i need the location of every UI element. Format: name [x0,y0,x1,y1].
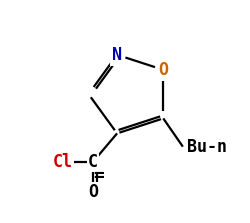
Text: C: C [88,153,98,171]
Text: O: O [88,183,98,201]
Text: N: N [112,46,122,64]
Text: =: = [93,167,104,185]
Text: Bu-n: Bu-n [186,138,226,156]
Text: Cl: Cl [52,153,72,171]
Text: O: O [158,61,168,79]
